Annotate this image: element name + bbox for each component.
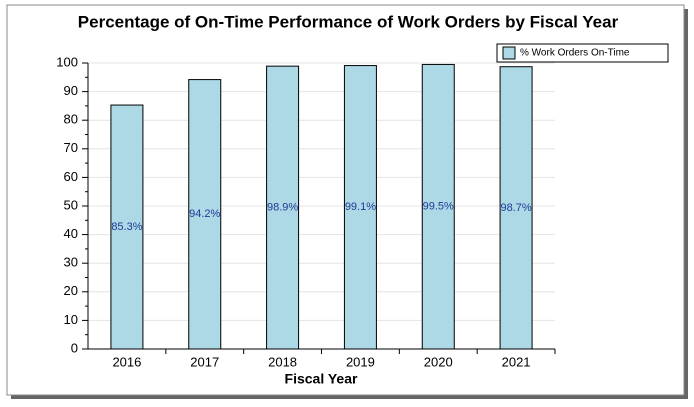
x-tick-label: 2020 [424, 354, 453, 369]
x-tick-label: 2017 [190, 354, 219, 369]
y-tick-label: 50 [64, 197, 78, 212]
bar [499, 66, 533, 350]
value-label: 98.7% [500, 202, 531, 214]
chart-title: Percentage of On-Time Performance of Wor… [78, 12, 619, 31]
value-label: 98.9% [267, 201, 298, 213]
y-tick-label: 100 [56, 54, 78, 69]
bar [110, 104, 144, 350]
legend-swatch [502, 46, 516, 60]
y-tick-label: 80 [64, 112, 78, 127]
bar [421, 63, 455, 350]
bar [266, 65, 300, 350]
legend-label: % Work Orders On-Time [520, 48, 630, 59]
y-tick-label: 10 [64, 312, 78, 327]
y-tick-label: 60 [64, 169, 78, 184]
value-label: 85.3% [111, 221, 142, 233]
y-tick-label: 30 [64, 255, 78, 270]
value-label: 99.1% [345, 201, 376, 213]
x-tick-label: 2021 [502, 354, 531, 369]
y-tick-label: 90 [64, 83, 78, 98]
y-tick-label: 40 [64, 226, 78, 241]
y-tick-label: 20 [64, 283, 78, 298]
y-tick-label: 0 [71, 340, 78, 355]
x-tick-label: 2019 [346, 354, 375, 369]
bar [343, 65, 377, 350]
x-tick-label: 2018 [268, 354, 297, 369]
legend-box [496, 43, 669, 63]
bar [188, 79, 222, 350]
x-tick-label: 2016 [112, 354, 141, 369]
value-label: 99.5% [423, 201, 454, 213]
y-tick-label: 70 [64, 140, 78, 155]
value-label: 94.2% [189, 208, 220, 220]
x-axis-label: Fiscal Year [285, 371, 358, 387]
